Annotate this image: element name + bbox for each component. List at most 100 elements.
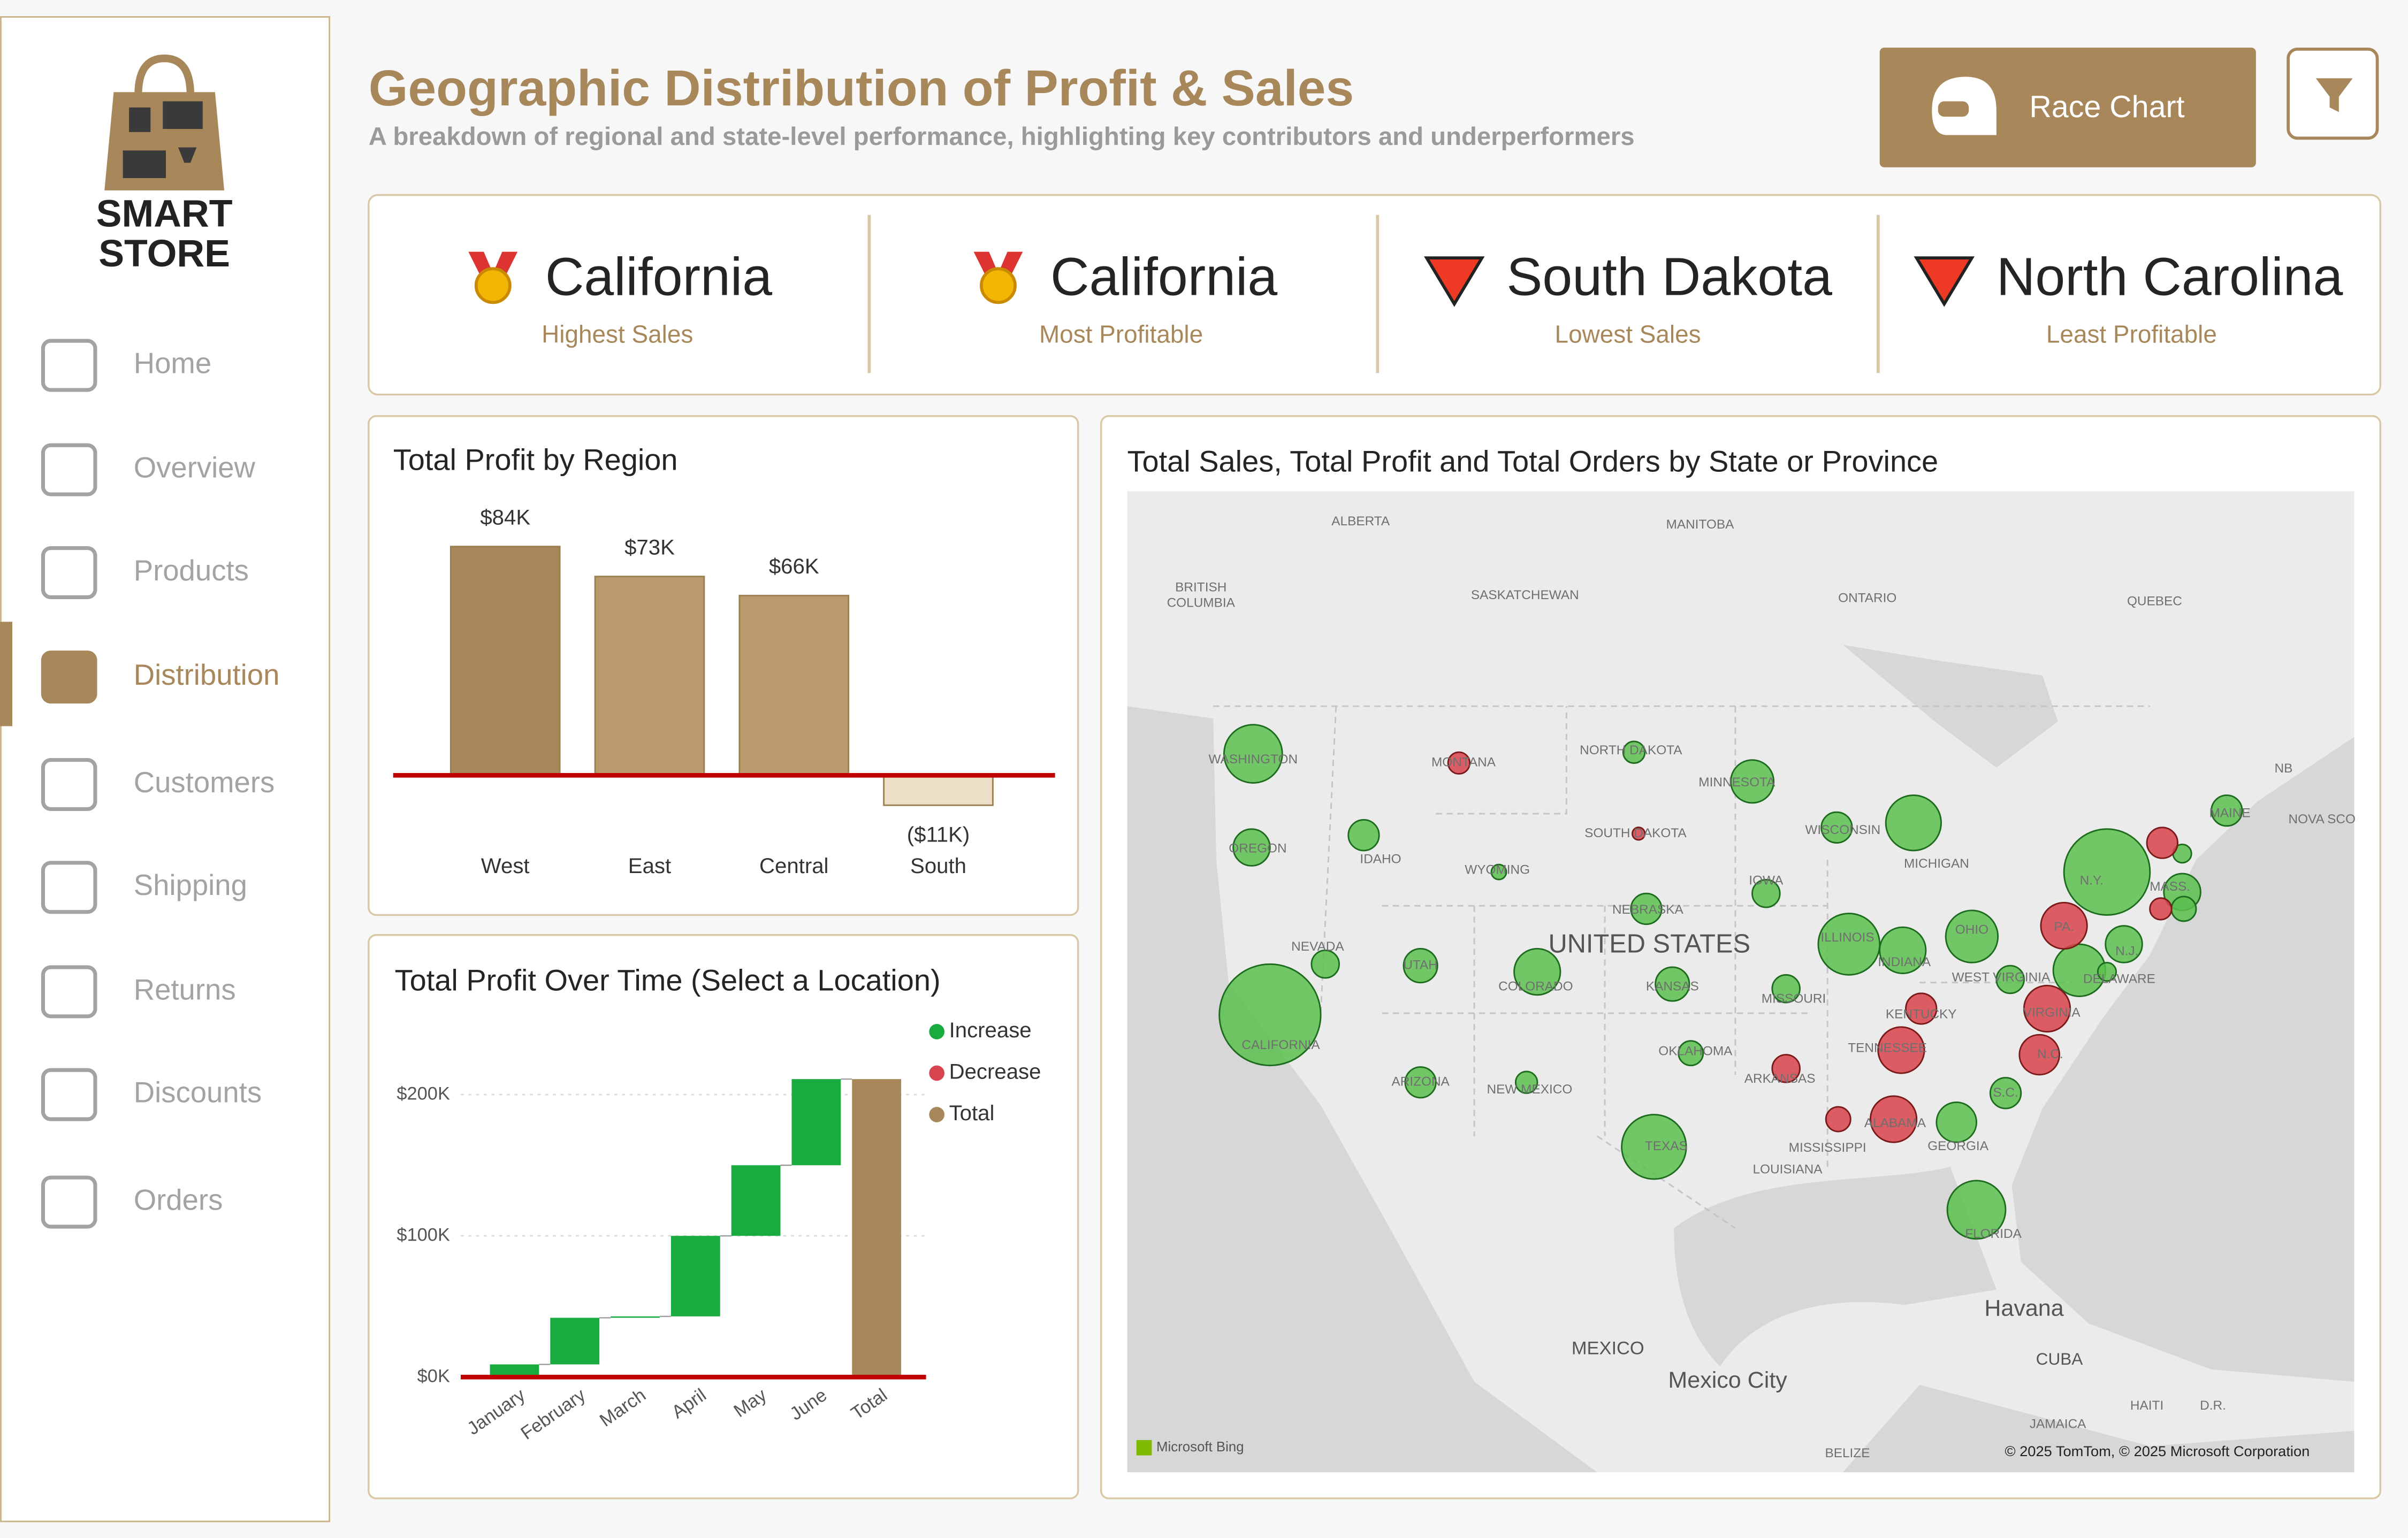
nav-icon[interactable] xyxy=(41,1175,97,1229)
x-tick-label: West xyxy=(481,854,530,878)
filter-button[interactable] xyxy=(2287,47,2379,140)
nav-item[interactable]: Shipping xyxy=(134,869,247,901)
bubble[interactable] xyxy=(1935,1101,1977,1143)
bubble[interactable] xyxy=(1825,1106,1851,1133)
nav-icon[interactable] xyxy=(41,339,97,392)
map-label: CALIFORNIA xyxy=(1241,1038,1320,1052)
map-label: NEVADA xyxy=(1291,939,1344,954)
bar xyxy=(883,774,994,806)
bubble[interactable] xyxy=(1946,1180,2007,1240)
bubble[interactable] xyxy=(1989,1077,2022,1109)
bubble[interactable] xyxy=(1729,759,1775,804)
chart-title: Total Sales, Total Profit and Total Orde… xyxy=(1127,444,1939,478)
bubble[interactable] xyxy=(2105,925,2143,963)
bubble[interactable] xyxy=(2018,1034,2060,1076)
bubble[interactable] xyxy=(1232,828,1271,867)
map-label: MISSISSIPPI xyxy=(1789,1141,1866,1155)
map-label: PA. xyxy=(2054,920,2074,934)
map-label: MINNESOTA xyxy=(1698,775,1775,790)
map-label: KANSAS xyxy=(1646,980,1699,994)
bubble[interactable] xyxy=(1223,724,1283,784)
button-label[interactable]: Race Chart xyxy=(2029,90,2184,124)
bubble[interactable] xyxy=(1877,1026,1925,1074)
nav-icon[interactable] xyxy=(41,965,97,1019)
bubble[interactable] xyxy=(1310,949,1340,979)
bubble[interactable] xyxy=(1905,992,1938,1025)
bubble[interactable] xyxy=(1655,966,1690,1002)
race-chart-button[interactable]: Race Chart xyxy=(1879,47,2256,167)
map-label: MICHIGAN xyxy=(1904,856,1969,871)
bubble[interactable] xyxy=(1218,963,1322,1067)
kpi-dividers xyxy=(867,215,1880,373)
map-label: GEORGIA xyxy=(1927,1139,1989,1153)
map-label: SASKATCHEWAN xyxy=(1471,588,1579,602)
bubble[interactable] xyxy=(1879,926,1927,975)
nav-item[interactable]: Products xyxy=(134,554,249,587)
kpis: California Highest Sales California Most Pr… xyxy=(468,247,2343,348)
bubble[interactable] xyxy=(2146,827,2178,859)
bubble[interactable] xyxy=(2170,896,2197,922)
map-label: DELAWARE xyxy=(2083,971,2155,986)
bubble[interactable] xyxy=(1885,794,1942,852)
bar xyxy=(738,594,850,776)
nav-item[interactable]: Customers xyxy=(134,766,275,799)
map-label: N.J. xyxy=(2115,944,2138,959)
plots: $84K West $73K East $66K Central ($11K) South $0… xyxy=(393,506,2356,1460)
bubble[interactable] xyxy=(1447,751,1471,775)
kpi-label: Highest Sales xyxy=(542,320,693,348)
map-logo: Microsoft Bing xyxy=(1156,1440,1244,1455)
bubble[interactable] xyxy=(2149,897,2173,921)
nav-icon[interactable] xyxy=(41,1068,97,1121)
bubble[interactable] xyxy=(1347,819,1380,852)
map-label: MASS. xyxy=(2150,879,2190,894)
bubble[interactable] xyxy=(1514,1070,1538,1094)
nav-item[interactable]: Distribution xyxy=(134,659,280,691)
bubble[interactable] xyxy=(1622,740,1646,764)
bubble[interactable] xyxy=(1513,947,1561,996)
bubble[interactable] xyxy=(1869,1095,1918,1143)
bubble[interactable] xyxy=(1995,965,2025,994)
bubble[interactable] xyxy=(1404,1066,1437,1099)
map-label: BRITISH xyxy=(1175,580,1226,595)
map-label: ONTARIO xyxy=(1838,591,1896,606)
logo: SMART STORE xyxy=(96,54,233,275)
bubble[interactable] xyxy=(2097,962,2117,982)
nav-icon[interactable] xyxy=(41,443,97,496)
nav-icon[interactable] xyxy=(41,546,97,599)
nav-item[interactable]: Discounts xyxy=(134,1076,262,1109)
bubble[interactable] xyxy=(1945,909,1999,963)
map-label: D.R. xyxy=(2200,1398,2226,1413)
nav-icon[interactable] xyxy=(41,651,97,704)
bubble[interactable] xyxy=(1678,1040,1704,1067)
bubble[interactable] xyxy=(2023,984,2071,1033)
bubble[interactable] xyxy=(1403,948,1438,984)
nav-item[interactable]: Returns xyxy=(134,973,236,1006)
bubble[interactable] xyxy=(1621,1114,1687,1180)
bubble[interactable] xyxy=(1771,974,1801,1004)
bubble[interactable] xyxy=(1490,863,1507,881)
legend-marker xyxy=(929,1024,944,1039)
nav-item[interactable]: Home xyxy=(134,347,211,379)
bubble[interactable] xyxy=(1630,892,1663,925)
nav-icon[interactable] xyxy=(41,757,97,811)
bubble[interactable] xyxy=(1751,878,1781,908)
bubble[interactable] xyxy=(2040,901,2088,950)
nav-item[interactable]: Orders xyxy=(134,1183,223,1216)
kpi-label: Least Profitable xyxy=(2046,320,2217,348)
bubble[interactable] xyxy=(1820,811,1853,844)
y-tick-label: $100K xyxy=(397,1225,450,1245)
map-label: INDIANA xyxy=(1878,955,1931,969)
bubble[interactable] xyxy=(2211,794,2243,827)
nav-icon[interactable] xyxy=(41,861,97,914)
nav-item[interactable]: Overview xyxy=(134,452,256,484)
bubble[interactable] xyxy=(1771,1054,1801,1083)
filter-icon[interactable] xyxy=(2315,78,2353,112)
map[interactable] xyxy=(1127,491,2354,1473)
map-label: OHIO xyxy=(1955,923,1988,937)
bubble[interactable] xyxy=(1632,827,1646,841)
bubble[interactable] xyxy=(2063,828,2151,916)
map-label: OREGON xyxy=(1229,841,1286,855)
bar xyxy=(594,576,705,776)
data-label: $84K xyxy=(480,506,530,530)
